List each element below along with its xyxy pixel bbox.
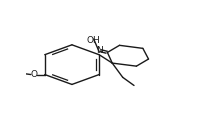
Text: N: N	[96, 46, 103, 55]
Text: OH: OH	[87, 36, 101, 45]
Text: O: O	[30, 70, 37, 79]
